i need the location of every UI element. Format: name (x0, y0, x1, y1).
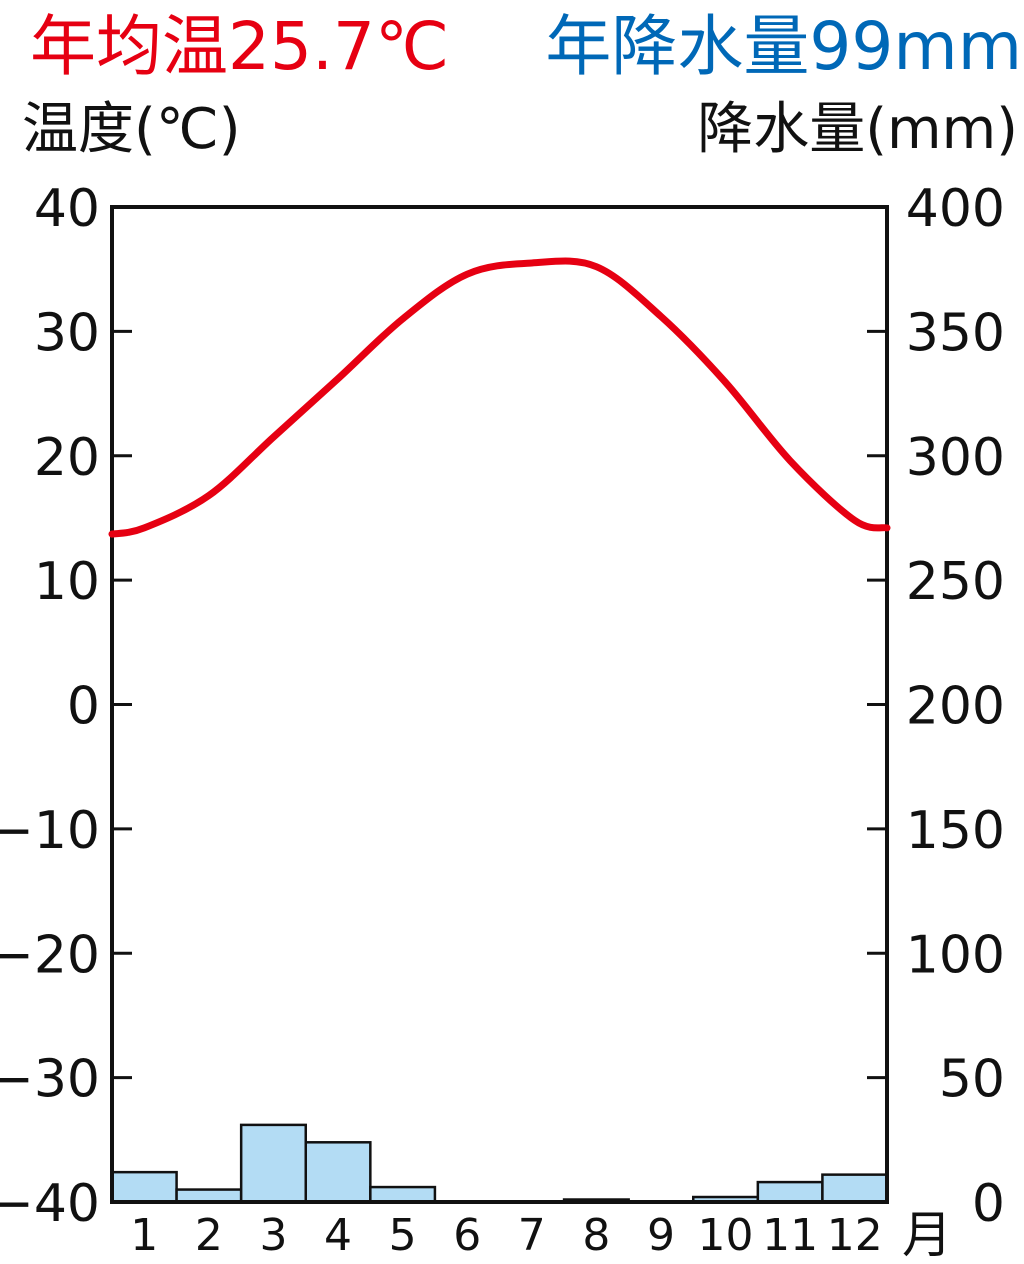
month-label: 8 (582, 1210, 610, 1261)
temperature-tick-label: −20 (0, 925, 100, 985)
precipitation-tick-label: 400 (906, 179, 1005, 239)
month-label: 10 (698, 1210, 754, 1261)
precipitation-bar (821, 1173, 889, 1204)
precipitation-tick-label: 150 (906, 801, 1005, 861)
temperature-tick-label: −10 (0, 801, 100, 861)
temperature-tick-label: 20 (34, 428, 100, 488)
month-label: 2 (195, 1210, 223, 1261)
month-label: 5 (389, 1210, 417, 1261)
precipitation-axis-label: 降水量(mm) (697, 97, 1018, 162)
month-label: 4 (324, 1210, 352, 1261)
precipitation-tick-label: 200 (906, 677, 1005, 737)
plot-frame (110, 205, 889, 1204)
temperature-tick-label: 10 (34, 552, 100, 612)
precipitation-bar (304, 1141, 372, 1204)
month-label: 1 (130, 1210, 158, 1261)
month-label: 9 (647, 1210, 675, 1261)
precipitation-tick-label: 100 (906, 925, 1005, 985)
month-label: 3 (259, 1210, 287, 1261)
precipitation-bar (756, 1180, 824, 1204)
precipitation-tick-label: 0 (972, 1174, 1005, 1234)
annual-precipitation-title: 年降水量99mm (545, 8, 1022, 85)
temperature-tick-label: −40 (0, 1174, 100, 1234)
temperature-tick-label: 30 (34, 303, 100, 363)
precipitation-bar (239, 1123, 308, 1204)
month-label: 12 (827, 1210, 883, 1261)
temperature-axis-label: 温度(℃) (22, 97, 241, 162)
temperature-line (108, 257, 891, 538)
precipitation-bar (110, 1170, 178, 1204)
temperature-tick-label: 0 (67, 677, 100, 737)
precipitation-tick-label: 300 (906, 428, 1005, 488)
temperature-tick-label: 40 (34, 179, 100, 239)
month-label: 7 (518, 1210, 546, 1261)
temperature-tick-label: −30 (0, 1050, 100, 1110)
month-label: 6 (453, 1210, 481, 1261)
precipitation-tick-label: 50 (939, 1050, 1005, 1110)
precipitation-tick-label: 350 (906, 303, 1005, 363)
precipitation-tick-label: 250 (906, 552, 1005, 612)
month-unit-label: 月 (902, 1206, 952, 1264)
precipitation-bar (369, 1185, 437, 1204)
annual-temperature-title: 年均温25.7℃ (30, 8, 450, 85)
month-label: 11 (762, 1210, 818, 1261)
